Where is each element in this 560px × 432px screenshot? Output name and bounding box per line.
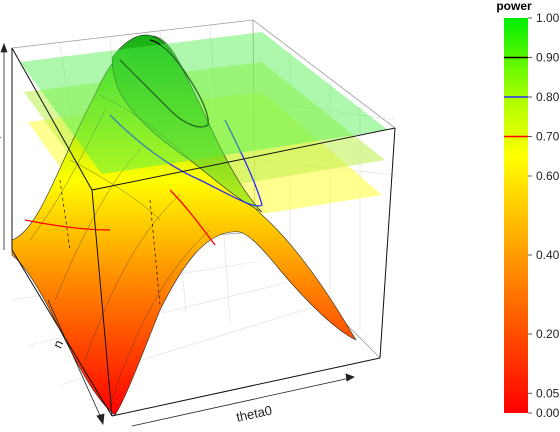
colorbar-tick-label-0: 0.00	[536, 406, 560, 420]
colorbar-tick-label-2: 0.20	[536, 327, 560, 341]
colorbar: power 0.00 0.05 0.20 0.40 0.60 0.70 0.80 0.90 1.…	[496, 0, 559, 420]
colorbar-tick-label-8: 1.00	[536, 11, 560, 25]
colorbar-gradient	[504, 18, 528, 413]
axis-arrows	[0, 42, 355, 427]
contour-0.90	[119, 39, 209, 128]
colorbar-tick-label-1: 0.05	[536, 386, 560, 400]
colorbar-tick-label-7: 0.90	[536, 51, 560, 65]
colorbar-tick-label-6: 0.80	[536, 90, 560, 104]
contours	[24, 39, 263, 246]
contour-0.80	[109, 114, 263, 207]
colorbar-tick-label-3: 0.40	[536, 248, 560, 262]
colorbar-tick-label-5: 0.70	[536, 130, 560, 144]
reference-plane-0.90	[20, 32, 388, 174]
colorbar-tick-label-4: 0.60	[536, 169, 560, 183]
x-axis-label: theta0	[235, 403, 273, 425]
box-front-edges	[11, 47, 396, 417]
contour-0.70	[24, 189, 216, 246]
surface-mesh	[29, 94, 211, 406]
y-axis-label: n	[50, 338, 67, 351]
z-axis-label: power	[0, 132, 4, 170]
colorbar-title: power	[496, 0, 532, 13]
